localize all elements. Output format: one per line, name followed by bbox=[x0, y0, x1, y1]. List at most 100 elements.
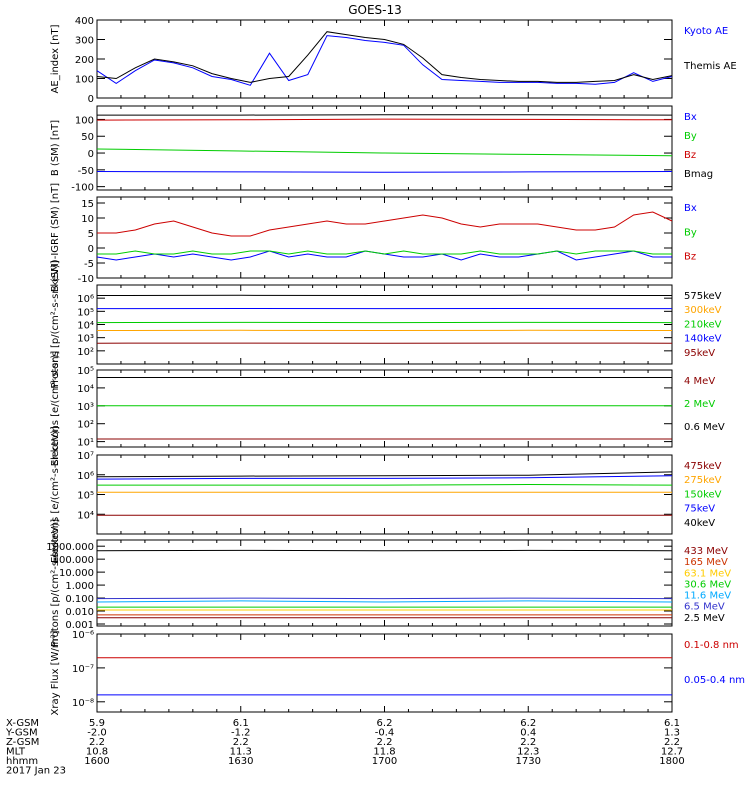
legend-entry: Themis AE bbox=[683, 61, 737, 72]
y-tick-label: 0.010 bbox=[65, 607, 94, 618]
y-tick-label: 10 bbox=[81, 214, 94, 225]
y-tick-label: 1.000 bbox=[65, 581, 94, 592]
y-tick-label: 100 bbox=[75, 115, 94, 126]
panel-frame bbox=[97, 285, 672, 364]
y-tick-label: 100 bbox=[75, 75, 94, 86]
y-tick-label: 10⁻⁶ bbox=[72, 630, 94, 641]
y-tick-label: 10⁵ bbox=[77, 366, 94, 377]
legend-entry: 0.1-0.8 nm bbox=[684, 640, 739, 651]
y-tick-label: 50 bbox=[81, 132, 94, 143]
y-tick-label: -50 bbox=[78, 166, 94, 177]
series-line-1 bbox=[97, 172, 672, 173]
legend-entry: 40keV bbox=[684, 518, 715, 529]
y-tick-label: 15 bbox=[81, 199, 94, 210]
series-line-2 bbox=[97, 251, 672, 254]
legend-entry: 210keV bbox=[684, 319, 722, 330]
legend-entry: 150keV bbox=[684, 489, 722, 500]
legend-entry: Kyoto AE bbox=[684, 26, 728, 37]
legend-entry: By bbox=[684, 227, 697, 238]
panel-frame bbox=[97, 634, 672, 712]
y-tick-label: 10⁻⁷ bbox=[72, 664, 94, 675]
legend-entry: 30.6 MeV bbox=[684, 579, 731, 590]
y-tick-label: 0 bbox=[88, 244, 94, 255]
panel-2: 100 50 0 -50 -100 B (SM) [nT] Bx By Bz Bmag bbox=[50, 106, 713, 194]
y-tick-label: 10² bbox=[77, 420, 94, 431]
y-axis-label: B (SM) [nT] bbox=[50, 120, 61, 176]
panel-frame bbox=[97, 20, 672, 98]
footer-value: 1800 bbox=[659, 756, 684, 767]
y-tick-label: 5 bbox=[88, 229, 94, 240]
legend-entry: 0.6 MeV bbox=[684, 422, 725, 433]
y-tick-label: -5 bbox=[84, 259, 94, 270]
legend-entry: 4 MeV bbox=[684, 376, 715, 387]
footer-value: 1630 bbox=[228, 756, 253, 767]
footer-date: 2017 Jan 23 bbox=[6, 766, 66, 777]
y-tick-label: 10⁴ bbox=[77, 321, 94, 332]
series-line-1 bbox=[97, 36, 672, 86]
panel-7: 1000.000100.00010.0001.0000.1000.0100.00… bbox=[46, 519, 731, 647]
y-tick-label: 0 bbox=[88, 149, 94, 160]
panel-8: 10⁻⁶ 10⁻⁷ 10⁻⁸ Xray Flux [W/m²] 0.1-0.8 nm 0.… bbox=[50, 630, 745, 715]
legend-entry: 433 MeV bbox=[684, 546, 728, 557]
y-tick-label: 10¹ bbox=[77, 438, 94, 449]
series-line-3 bbox=[97, 212, 672, 236]
legend-entry: 0.05-0.4 nm bbox=[684, 675, 745, 686]
panel-frame bbox=[97, 540, 672, 626]
series-line-5 bbox=[97, 601, 672, 602]
y-tick-label: 10⁶ bbox=[77, 471, 94, 482]
y-tick-label: 10⁻⁸ bbox=[72, 698, 94, 709]
panel-frame bbox=[97, 370, 672, 447]
legend-entry: 2.5 MeV bbox=[684, 613, 725, 624]
y-axis-label: AE_index [nT] bbox=[50, 24, 61, 93]
legend-entry: 95keV bbox=[684, 348, 715, 359]
legend-entry: 6.5 MeV bbox=[684, 602, 725, 613]
y-tick-label: 10⁴ bbox=[77, 384, 94, 395]
legend-entry: Bz bbox=[684, 150, 696, 161]
y-tick-label: 10⁴ bbox=[77, 510, 94, 521]
y-tick-label: 10³ bbox=[77, 334, 94, 345]
legend-entry: 2 MeV bbox=[684, 399, 715, 410]
series-line-2 bbox=[97, 149, 672, 156]
y-tick-label: 0.100 bbox=[65, 594, 94, 605]
y-tick-label: 10⁵ bbox=[77, 307, 94, 318]
legend-entry: Bmag bbox=[684, 169, 713, 180]
legend-entry: 11.6 MeV bbox=[684, 591, 731, 602]
footer-value: 1600 bbox=[84, 756, 109, 767]
legend-entry: 165 MeV bbox=[684, 557, 728, 568]
footer-value: 1700 bbox=[372, 756, 397, 767]
y-tick-label: 0 bbox=[88, 94, 94, 105]
y-tick-label: -10 bbox=[78, 274, 94, 285]
y-tick-label: 10² bbox=[77, 347, 94, 358]
y-tick-label: 10⁶ bbox=[77, 294, 94, 305]
legend-entry: By bbox=[684, 131, 697, 142]
legend-entry: 475keV bbox=[684, 461, 722, 472]
panel-frame bbox=[97, 455, 672, 534]
legend-entry: 300keV bbox=[684, 305, 722, 316]
y-tick-label: 10.000 bbox=[59, 568, 94, 579]
series-line-5 bbox=[97, 472, 672, 477]
y-tick-label: -100 bbox=[71, 183, 94, 194]
legend-entry: 575keV bbox=[684, 291, 722, 302]
legend-entry: 140keV bbox=[684, 334, 722, 345]
series-line-2 bbox=[97, 32, 672, 83]
y-tick-label: 300 bbox=[75, 36, 94, 47]
figure-title: GOES-13 bbox=[348, 3, 402, 17]
y-tick-label: 400 bbox=[75, 16, 94, 27]
legend-entry: Bx bbox=[684, 112, 697, 123]
legend-entry: Bx bbox=[684, 203, 697, 214]
legend-entry: 63.1 MeV bbox=[684, 568, 731, 579]
y-tick-label: 10³ bbox=[77, 402, 94, 413]
legend-entry: 275keV bbox=[684, 475, 722, 486]
series-line-6 bbox=[97, 598, 672, 599]
panel-frame bbox=[97, 106, 672, 190]
footer-value: 1730 bbox=[516, 756, 541, 767]
y-axis-label: Xray Flux [W/m²] bbox=[50, 630, 61, 715]
